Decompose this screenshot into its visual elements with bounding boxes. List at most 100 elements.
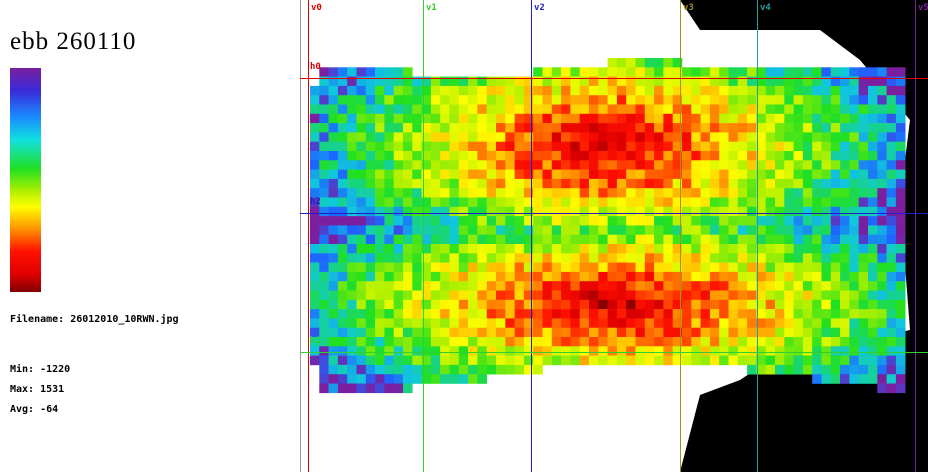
heat-cell — [784, 309, 794, 319]
heat-cell — [310, 271, 320, 282]
heat-cell — [756, 327, 766, 338]
heat-cell — [458, 95, 469, 105]
heat-cell — [672, 290, 683, 301]
heat-cell — [477, 318, 487, 328]
heat-cell — [328, 206, 339, 217]
heat-cell — [319, 169, 329, 180]
heat-cell — [775, 76, 785, 87]
heat-cell — [449, 327, 460, 338]
heat-cell — [458, 151, 469, 161]
heat-cell — [654, 188, 664, 198]
heat-cell — [468, 318, 478, 328]
heat-cell — [802, 67, 813, 77]
heat-cell — [319, 104, 329, 115]
heat-cell — [468, 216, 478, 226]
heat-cell — [868, 364, 878, 375]
heat-cell — [458, 104, 469, 115]
heat-cell — [403, 244, 413, 254]
heat-cell — [784, 216, 794, 226]
heat-cell — [310, 113, 320, 124]
heat-cell — [663, 309, 673, 319]
heat-cell — [830, 113, 841, 124]
heat-cell — [812, 85, 822, 96]
heat-cell — [802, 364, 813, 375]
heat-cell — [728, 337, 739, 347]
heat-cell — [672, 104, 683, 115]
heat-cell — [635, 281, 646, 291]
heat-cell — [793, 309, 804, 319]
heat-cell — [598, 346, 608, 356]
heat-cell — [542, 309, 553, 319]
heat-cell — [393, 262, 404, 273]
heat-cell — [403, 253, 413, 263]
heat-cell — [691, 160, 701, 170]
heat-cell — [477, 76, 487, 87]
heat-cell — [719, 178, 729, 189]
heat-cell — [812, 337, 822, 347]
heat-cell — [384, 188, 394, 198]
heat-cell — [542, 234, 553, 245]
heat-cell — [356, 234, 367, 245]
heat-cell — [719, 244, 729, 254]
heat-cell — [384, 383, 394, 394]
heat-cell — [775, 225, 785, 235]
heat-cell — [747, 290, 757, 301]
heat-cell — [505, 85, 515, 96]
heat-cell — [691, 151, 701, 161]
heat-cell — [830, 281, 841, 291]
heat-cell — [328, 132, 339, 142]
heat-cell — [895, 253, 906, 263]
heat-cell — [542, 151, 553, 161]
heat-cell — [737, 318, 748, 328]
heat-cell — [393, 290, 404, 301]
heat-cell — [561, 104, 571, 115]
heat-cell — [877, 197, 887, 208]
heat-cell — [496, 262, 506, 273]
heat-cell — [607, 85, 618, 96]
heat-cell — [310, 253, 320, 263]
heat-cell — [784, 318, 794, 328]
heat-cell — [793, 160, 804, 170]
heat-cell — [421, 95, 432, 105]
heat-cell — [868, 85, 878, 96]
heat-cell — [477, 206, 487, 217]
heat-cell — [654, 85, 664, 96]
heat-cell — [756, 225, 766, 235]
heat-cell — [607, 188, 618, 198]
heat-cell — [747, 85, 757, 96]
heat-cell — [440, 309, 450, 319]
heat-cell — [347, 216, 357, 226]
heat-cell — [337, 327, 348, 338]
heat-cell — [542, 253, 553, 263]
heat-cell — [709, 178, 720, 189]
heat-cell — [709, 299, 720, 310]
heat-cell — [356, 355, 367, 366]
heat-cell — [719, 206, 729, 217]
heat-cell — [589, 318, 599, 328]
heat-cell — [347, 327, 357, 338]
heat-cell — [393, 346, 404, 356]
heat-cell — [802, 355, 813, 366]
heat-cell — [840, 299, 850, 310]
heat-cell — [561, 327, 571, 338]
heat-cell — [895, 104, 906, 115]
heat-cell — [775, 141, 785, 152]
heat-cell — [858, 104, 869, 115]
heat-cell — [756, 271, 766, 282]
v-label: v3 — [683, 3, 694, 13]
heat-cell — [421, 225, 432, 235]
heat-cell — [765, 216, 776, 226]
heat-cell — [486, 95, 497, 105]
heat-cell — [672, 132, 683, 142]
heat-cell — [765, 271, 776, 282]
heat-cell — [347, 178, 357, 189]
heat-cell — [830, 299, 841, 310]
heat-cell — [886, 169, 897, 180]
heat-cell — [393, 188, 404, 198]
heat-cell — [709, 104, 720, 115]
heat-cell — [421, 85, 432, 96]
heat-cell — [589, 216, 599, 226]
heat-cell — [775, 113, 785, 124]
heat-cell — [449, 188, 460, 198]
heat-cell — [365, 169, 376, 180]
